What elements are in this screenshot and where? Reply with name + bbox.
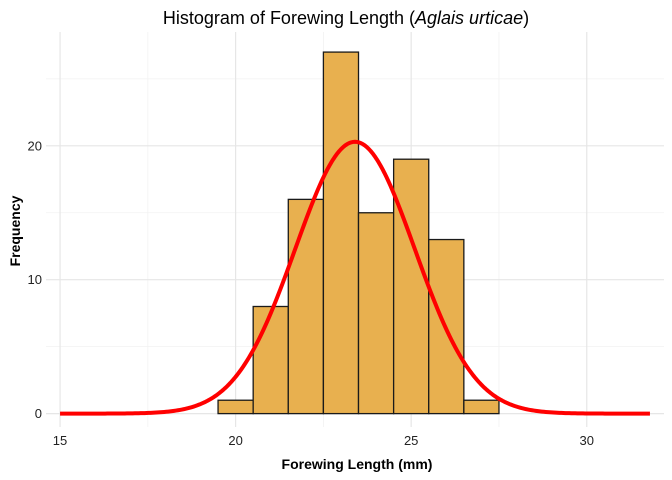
x-tick-label: 20 (228, 433, 242, 448)
x-axis-title: Forewing Length (mm) (282, 456, 433, 472)
y-axis-title: Frequency (7, 195, 23, 266)
density-curve (60, 139, 650, 416)
x-tick-label: 30 (580, 433, 594, 448)
histogram-bar (463, 399, 500, 415)
histogram-bar (392, 158, 430, 415)
histogram-bar (217, 399, 254, 415)
x-tick-labels: 15 20 25 30 (53, 433, 594, 448)
x-tick-label: 25 (404, 433, 418, 448)
histogram-bar (252, 305, 289, 415)
y-tick-labels: 0 10 20 (28, 138, 42, 421)
y-tick-label: 10 (28, 272, 42, 287)
chart-title: Histogram of Forewing Length (Aglais urt… (163, 8, 529, 28)
y-tick-label: 20 (28, 138, 42, 153)
histogram-bars (217, 51, 500, 415)
histogram-bar (357, 212, 395, 415)
histogram-bar (322, 51, 360, 415)
x-tick-label: 15 (53, 433, 67, 448)
y-tick-label: 0 (35, 406, 42, 421)
histogram-bar (287, 198, 325, 415)
